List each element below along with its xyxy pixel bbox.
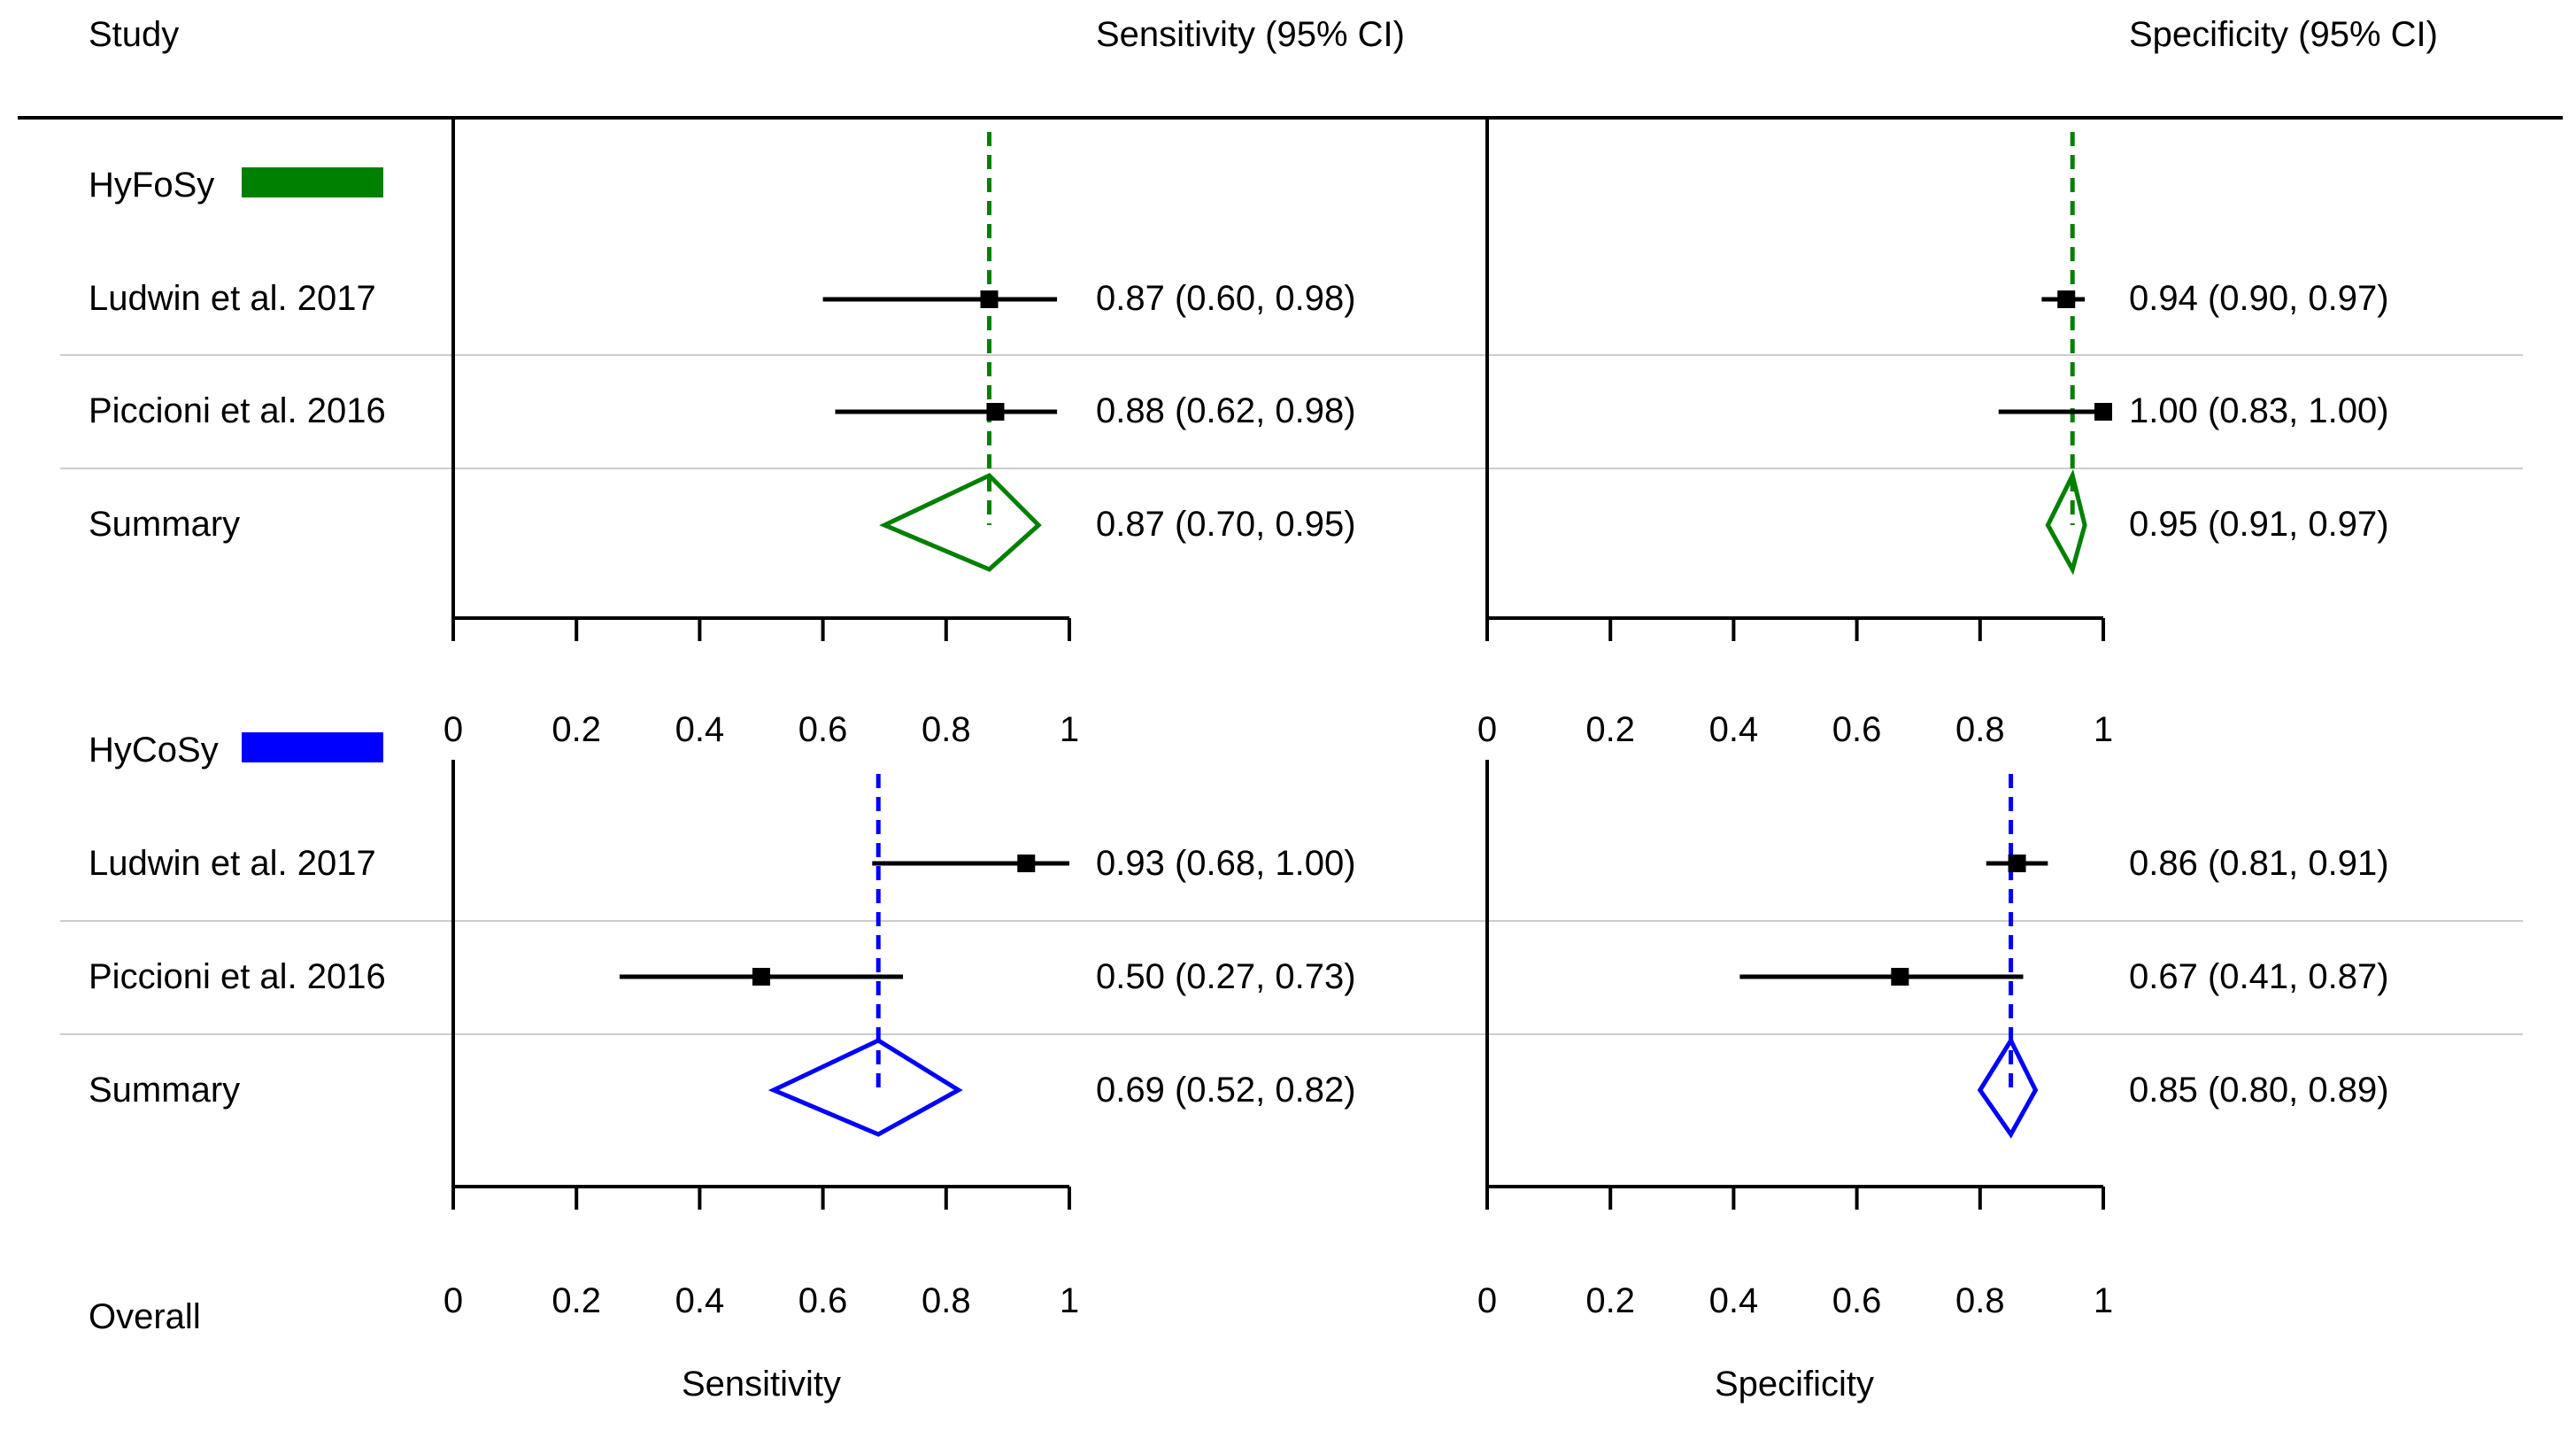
point-estimate: [2094, 403, 2112, 421]
spec-ci-text: 0.85 (0.80, 0.89): [2129, 1071, 2389, 1110]
x-tick-label: 0: [443, 1281, 463, 1320]
point-estimate: [2057, 290, 2076, 308]
sens-ci-text: 0.50 (0.27, 0.73): [1096, 957, 1356, 996]
study-label: Ludwin et al. 2017: [89, 844, 376, 883]
spec-ci-text: 0.86 (0.81, 0.91): [2129, 844, 2389, 883]
sens-ci-text: 0.88 (0.62, 0.98): [1096, 391, 1356, 430]
spec-ci-text: 0.67 (0.41, 0.87): [2129, 957, 2389, 996]
study-label: Piccioni et al. 2016: [89, 391, 386, 430]
x-tick-label: 0.2: [551, 710, 601, 749]
x-tick-label: 0.4: [675, 1281, 725, 1320]
x-tick-label: 0: [1477, 1281, 1497, 1320]
x-tick-label: 0.8: [922, 1281, 971, 1320]
summary-diamond: [879, 472, 1042, 572]
study-label: Piccioni et al. 2016: [89, 957, 386, 996]
x-tick-label: 0.6: [1832, 1281, 1882, 1320]
x-tick-label: 0.4: [1709, 710, 1759, 749]
group-label-hycosy: HyCoSy: [89, 731, 219, 770]
sens-ci-text: 0.87 (0.60, 0.98): [1096, 279, 1356, 318]
x-tick-label: 0.8: [1955, 1281, 2005, 1320]
x-tick-label: 0: [1477, 710, 1497, 749]
axis-title-specificity: Specificity: [1715, 1365, 1874, 1404]
point-estimate: [980, 290, 999, 308]
x-tick-label: 1: [2094, 1281, 2113, 1320]
x-tick-label: 0: [443, 710, 463, 749]
group-swatch-hyfosy: [242, 167, 383, 197]
summary-diamond: [1977, 1035, 2039, 1139]
group-label-hyfosy: HyFoSy: [89, 166, 214, 205]
point-estimate: [986, 403, 1005, 421]
x-tick-label: 0.2: [551, 1281, 601, 1320]
spec-ci-text: 0.94 (0.90, 0.97): [2129, 279, 2389, 318]
x-tick-label: 1: [2094, 710, 2113, 749]
summary-label: Summary: [89, 1071, 240, 1110]
sensitivity-header: Sensitivity (95% CI): [1096, 15, 1405, 54]
overall-label: Overall: [89, 1297, 201, 1336]
specificity-header: Specificity (95% CI): [2129, 15, 2438, 54]
point-estimate: [1017, 855, 1036, 872]
x-tick-label: 0.6: [798, 710, 848, 749]
x-tick-label: 0.2: [1585, 710, 1635, 749]
point-estimate: [752, 968, 770, 986]
x-tick-label: 0.4: [1709, 1281, 1759, 1320]
x-tick-label: 0.6: [1832, 710, 1882, 749]
point-estimate: [1891, 968, 1909, 986]
sens-ci-text: 0.69 (0.52, 0.82): [1096, 1071, 1356, 1110]
x-tick-label: 0.8: [1955, 710, 2005, 749]
x-tick-label: 0.2: [1585, 1281, 1635, 1320]
summary-diamond: [2045, 468, 2087, 576]
x-tick-label: 0.8: [922, 710, 971, 749]
point-estimate: [2008, 855, 2026, 872]
group-swatch-hycosy: [242, 732, 383, 762]
summary-label: Summary: [89, 505, 240, 544]
study-label: Ludwin et al. 2017: [89, 279, 376, 318]
x-tick-label: 0.4: [675, 710, 725, 749]
spec-ci-text: 0.95 (0.91, 0.97): [2129, 505, 2389, 544]
sens-ci-text: 0.93 (0.68, 1.00): [1096, 844, 1356, 883]
sens-ci-text: 0.87 (0.70, 0.95): [1096, 505, 1356, 544]
x-tick-label: 0.6: [798, 1281, 848, 1320]
study-header: Study: [89, 15, 179, 54]
summary-diamond: [767, 1038, 963, 1137]
x-tick-label: 1: [1060, 710, 1079, 749]
x-tick-label: 1: [1060, 1281, 1079, 1320]
spec-ci-text: 1.00 (0.83, 1.00): [2129, 391, 2389, 430]
axis-title-sensitivity: Sensitivity: [682, 1365, 841, 1404]
